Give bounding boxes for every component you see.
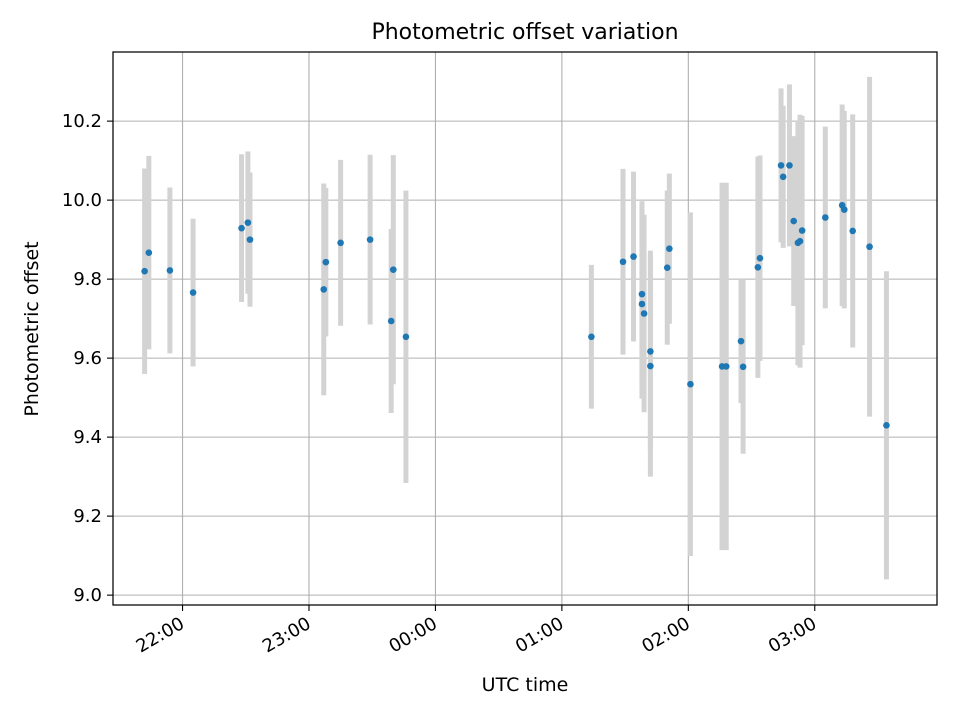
grid xyxy=(113,52,937,605)
y-tick-label: 9.8 xyxy=(73,269,102,290)
data-point xyxy=(402,333,410,341)
y-tick-label: 9.2 xyxy=(73,506,102,527)
data-point xyxy=(387,317,395,325)
data-point xyxy=(777,162,785,169)
data-point xyxy=(588,333,595,341)
data-point xyxy=(883,421,890,429)
data-point xyxy=(638,290,646,298)
x-axis-label: UTC time xyxy=(482,674,569,696)
y-tick-label: 10.2 xyxy=(62,111,102,132)
data-point xyxy=(754,263,762,271)
data-point xyxy=(322,258,330,266)
data-point xyxy=(849,227,857,235)
data-point xyxy=(389,266,397,273)
data-point xyxy=(866,243,873,251)
data-point xyxy=(796,237,804,245)
data-point xyxy=(238,224,245,232)
data-point xyxy=(640,310,648,317)
data-point xyxy=(246,236,254,243)
data-point xyxy=(244,219,252,226)
data-point xyxy=(337,239,344,247)
data-point xyxy=(666,245,673,253)
data-point xyxy=(798,227,806,234)
y-tick-label: 9.4 xyxy=(73,427,102,448)
plot-frame xyxy=(112,51,938,606)
data-point xyxy=(790,217,797,225)
data-point xyxy=(722,363,730,370)
y-tick-label: 9.6 xyxy=(73,348,102,369)
data-point xyxy=(687,380,694,388)
data-points xyxy=(141,162,890,429)
data-point xyxy=(779,173,787,181)
y-tick-label: 9.0 xyxy=(73,585,102,606)
data-point xyxy=(737,337,745,345)
data-point xyxy=(756,254,764,262)
data-point xyxy=(145,249,153,256)
y-tick-label: 10.0 xyxy=(62,190,102,211)
data-point xyxy=(663,264,671,271)
data-point xyxy=(822,214,829,221)
data-point xyxy=(786,162,793,169)
data-point xyxy=(840,206,848,213)
chart-title: Photometric offset variation xyxy=(371,20,678,45)
data-point xyxy=(638,300,646,308)
data-point xyxy=(320,286,328,293)
y-axis-label: Photometric offset xyxy=(21,241,43,416)
data-point xyxy=(141,267,148,275)
data-point xyxy=(739,363,747,371)
data-point xyxy=(619,258,627,266)
data-point xyxy=(630,253,637,260)
data-point xyxy=(366,236,374,243)
data-point xyxy=(647,362,654,370)
data-point xyxy=(166,267,174,274)
data-point xyxy=(647,348,654,355)
data-point xyxy=(189,289,197,296)
